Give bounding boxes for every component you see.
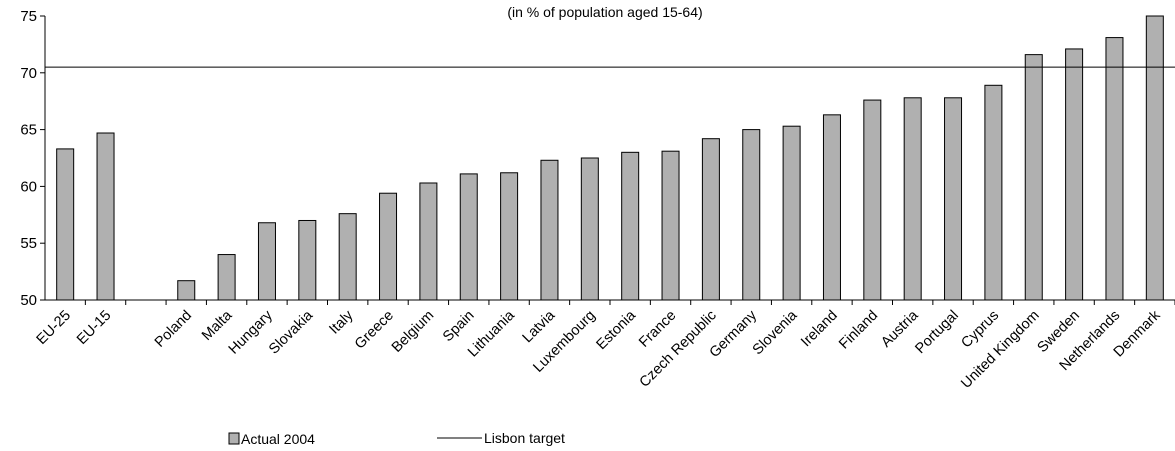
x-tick-label: EU-15 [74, 308, 114, 348]
bar [944, 97, 963, 301]
bar [782, 125, 801, 301]
bar [419, 182, 438, 301]
legend: Actual 2004 Lisbon target [228, 430, 565, 447]
bar [822, 114, 841, 301]
bar [701, 138, 720, 301]
y-tick-label: 50 [20, 292, 37, 309]
y-tick-label: 60 [20, 178, 37, 195]
x-tick-label: Slovakia [266, 307, 317, 358]
bar [217, 254, 236, 301]
chart-subtitle: (in % of population aged 15-64) [507, 4, 702, 20]
x-tick-label: EU-25 [34, 308, 74, 348]
y-tick-label: 75 [20, 8, 37, 25]
x-tick-label: Estonia [593, 307, 639, 353]
bar [459, 173, 478, 301]
bar [903, 97, 922, 301]
bar [56, 148, 75, 301]
legend-label-lisbon-target: Lisbon target [484, 430, 565, 446]
y-tick-label: 55 [20, 235, 37, 252]
bar [338, 213, 357, 301]
x-tick-label: Poland [152, 308, 195, 351]
bar [1145, 15, 1164, 301]
bar [500, 172, 519, 301]
bar [661, 150, 680, 301]
x-tick-label: Finland [836, 308, 881, 353]
bar [96, 132, 115, 301]
bar [1105, 37, 1124, 301]
bar [257, 222, 276, 301]
bars [56, 15, 1164, 301]
x-tick-label: Italy [326, 307, 357, 338]
bar [1024, 54, 1043, 301]
y-axis-ticks: 50 55 60 65 70 75 [20, 8, 45, 309]
bar [1065, 48, 1084, 301]
bar [621, 151, 640, 301]
y-tick-label: 65 [20, 122, 37, 139]
legend-swatch-actual-2004 [228, 432, 240, 445]
x-tick-label: Portugal [912, 308, 962, 358]
x-tick-label: Latvia [520, 307, 559, 346]
bar [379, 192, 398, 301]
bar [984, 84, 1003, 301]
bar [580, 157, 599, 301]
x-tick-label: Belgium [389, 308, 437, 356]
x-tick-label: Ireland [798, 308, 841, 351]
y-tick-label: 70 [20, 65, 37, 82]
x-tick-label: Spain [440, 308, 478, 346]
bar [298, 219, 317, 301]
x-tick-label: Malta [199, 307, 236, 344]
x-tick-label: Slovenia [750, 307, 801, 358]
bar [863, 99, 882, 301]
bar [177, 280, 196, 301]
bar [540, 159, 559, 301]
bar [742, 129, 761, 301]
legend-label-actual-2004: Actual 2004 [241, 431, 315, 447]
